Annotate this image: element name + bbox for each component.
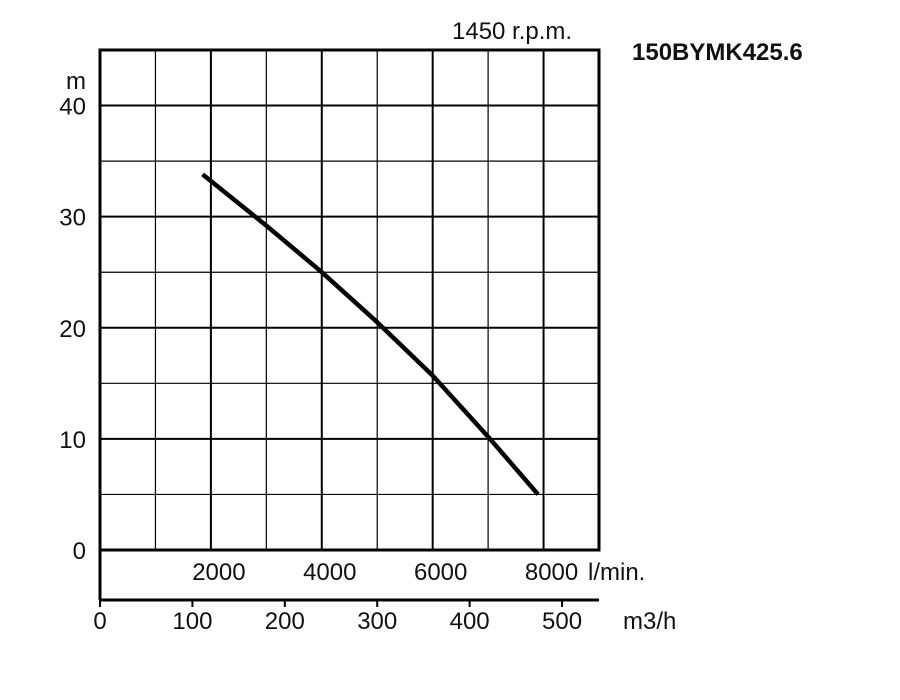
x-primary-unit-label: l/min.	[588, 559, 645, 586]
y-axis-label: m	[66, 68, 86, 95]
x-secondary-tick-labels: 0 100 200 300 400 500	[93, 600, 582, 635]
x-secondary-tick-label: 400	[450, 608, 490, 635]
x-secondary-tick-label: 300	[357, 608, 397, 635]
speed-label: 1450 r.p.m.	[452, 18, 572, 45]
curve-layer	[201, 172, 540, 496]
x-axis-scale-box	[98, 550, 599, 602]
x-primary-tick-label: 6000	[414, 559, 467, 586]
y-tick-label: 10	[59, 427, 86, 454]
x-secondary-tick-label: 0	[93, 608, 106, 635]
y-tick-label: 30	[59, 205, 86, 232]
plot-frame	[98, 48, 601, 552]
x-primary-tick-label: 4000	[303, 559, 356, 586]
x-secondary-unit-label: m3/h	[623, 608, 676, 635]
y-tick-label: 0	[73, 538, 86, 565]
y-tick-labels: 0 10 20 30 40	[59, 94, 86, 565]
x-secondary-tick-label: 500	[542, 608, 582, 635]
chart-title: 150BYMK425.6	[632, 39, 803, 66]
x-primary-tick-labels: 2000 4000 6000 8000	[192, 559, 578, 586]
grid-lines	[100, 50, 599, 550]
x-primary-tick-label: 8000	[525, 559, 578, 586]
y-tick-label: 40	[59, 94, 86, 121]
x-secondary-tick-label: 200	[265, 608, 305, 635]
y-tick-label: 20	[59, 316, 86, 343]
x-secondary-tick-label: 100	[172, 608, 212, 635]
head-flow-curve	[201, 172, 540, 496]
x-primary-tick-label: 2000	[192, 559, 245, 586]
